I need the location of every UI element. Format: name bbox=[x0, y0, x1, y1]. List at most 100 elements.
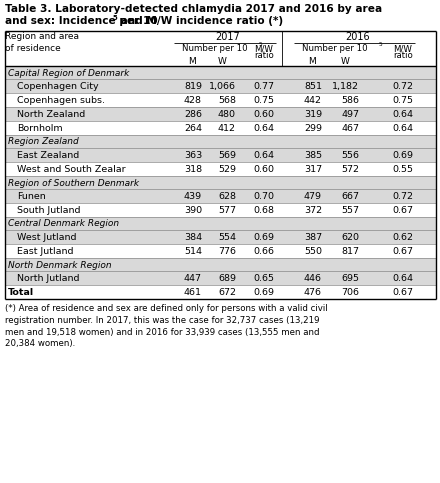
Text: 577: 577 bbox=[218, 206, 236, 215]
Text: 0.60: 0.60 bbox=[253, 165, 274, 174]
Text: Region and area: Region and area bbox=[5, 32, 79, 41]
Text: 0.72: 0.72 bbox=[392, 192, 413, 201]
Text: 264: 264 bbox=[184, 124, 202, 133]
Text: North Denmark Region: North Denmark Region bbox=[8, 260, 112, 270]
Text: 385: 385 bbox=[304, 151, 322, 160]
Text: 0.75: 0.75 bbox=[392, 96, 413, 105]
Text: Copenhagen City: Copenhagen City bbox=[17, 82, 99, 91]
Text: ratio: ratio bbox=[254, 51, 274, 60]
Text: 2017: 2017 bbox=[216, 32, 240, 42]
Text: 0.69: 0.69 bbox=[392, 151, 413, 160]
Text: 439: 439 bbox=[184, 192, 202, 201]
Text: 317: 317 bbox=[304, 165, 322, 174]
Text: 2016: 2016 bbox=[345, 32, 370, 42]
Bar bbox=[5, 79, 436, 93]
Text: West Jutland: West Jutland bbox=[17, 233, 77, 242]
Text: North Jutland: North Jutland bbox=[17, 274, 80, 283]
Text: 0.67: 0.67 bbox=[392, 206, 413, 215]
Text: 0.67: 0.67 bbox=[392, 247, 413, 256]
Text: East Zealand: East Zealand bbox=[17, 151, 79, 160]
Bar bbox=[5, 162, 436, 176]
Text: Number per 10: Number per 10 bbox=[182, 44, 248, 53]
Text: 620: 620 bbox=[341, 233, 359, 242]
Bar bbox=[5, 217, 436, 230]
Text: West and South Zealar: West and South Zealar bbox=[17, 165, 126, 174]
Text: Copenhagen subs.: Copenhagen subs. bbox=[17, 96, 105, 105]
Text: 556: 556 bbox=[341, 151, 359, 160]
Text: 0.67: 0.67 bbox=[392, 288, 413, 297]
Text: 672: 672 bbox=[218, 288, 236, 297]
Bar bbox=[5, 121, 436, 135]
Bar bbox=[5, 244, 436, 258]
Text: 428: 428 bbox=[184, 96, 202, 105]
Text: 0.64: 0.64 bbox=[253, 124, 274, 133]
Bar bbox=[5, 203, 436, 217]
Text: 557: 557 bbox=[341, 206, 359, 215]
Text: Total: Total bbox=[8, 288, 34, 297]
Text: Bornholm: Bornholm bbox=[17, 124, 62, 133]
Text: 0.69: 0.69 bbox=[253, 233, 274, 242]
Text: 387: 387 bbox=[304, 233, 322, 242]
Text: 318: 318 bbox=[184, 165, 202, 174]
Text: 0.64: 0.64 bbox=[253, 151, 274, 160]
Bar bbox=[5, 285, 436, 299]
Text: Region of Southern Denmark: Region of Southern Denmark bbox=[8, 179, 139, 187]
Text: 319: 319 bbox=[304, 110, 322, 119]
Text: W: W bbox=[341, 57, 349, 66]
Text: W: W bbox=[217, 57, 227, 66]
Bar bbox=[5, 230, 436, 244]
Text: North Zealand: North Zealand bbox=[17, 110, 85, 119]
Text: 572: 572 bbox=[341, 165, 359, 174]
Text: 776: 776 bbox=[218, 247, 236, 256]
Text: M/W: M/W bbox=[255, 44, 273, 53]
Text: 0.65: 0.65 bbox=[253, 274, 274, 283]
Text: 0.77: 0.77 bbox=[253, 82, 274, 91]
Text: 5: 5 bbox=[259, 43, 263, 47]
Text: South Jutland: South Jutland bbox=[17, 206, 81, 215]
Text: Table 3. Laboratory-detected chlamydia 2017 and 2016 by area: Table 3. Laboratory-detected chlamydia 2… bbox=[5, 4, 382, 14]
Text: Number per 10: Number per 10 bbox=[302, 44, 368, 53]
Text: 476: 476 bbox=[304, 288, 322, 297]
Text: and sex: Incidence per 10: and sex: Incidence per 10 bbox=[5, 16, 158, 26]
Text: 569: 569 bbox=[218, 151, 236, 160]
Text: 390: 390 bbox=[184, 206, 202, 215]
Text: 480: 480 bbox=[218, 110, 236, 119]
Text: of residence: of residence bbox=[5, 44, 61, 53]
Bar bbox=[5, 258, 436, 271]
Text: 550: 550 bbox=[304, 247, 322, 256]
Text: 1,066: 1,066 bbox=[209, 82, 236, 91]
Text: M/W: M/W bbox=[393, 44, 412, 53]
Text: Region Zealand: Region Zealand bbox=[8, 138, 79, 146]
Text: 0.75: 0.75 bbox=[253, 96, 274, 105]
Text: 5: 5 bbox=[113, 15, 118, 21]
Text: 706: 706 bbox=[341, 288, 359, 297]
Bar bbox=[5, 176, 436, 189]
Text: 446: 446 bbox=[304, 274, 322, 283]
Text: 497: 497 bbox=[341, 110, 359, 119]
Text: and M/W incidence ratio (*): and M/W incidence ratio (*) bbox=[117, 16, 283, 26]
Bar bbox=[5, 93, 436, 107]
Text: 667: 667 bbox=[341, 192, 359, 201]
Text: 0.64: 0.64 bbox=[392, 110, 413, 119]
Text: 0.60: 0.60 bbox=[253, 110, 274, 119]
Text: 0.66: 0.66 bbox=[253, 247, 274, 256]
Text: 819: 819 bbox=[184, 82, 202, 91]
Text: 0.64: 0.64 bbox=[392, 124, 413, 133]
Text: 461: 461 bbox=[184, 288, 202, 297]
Text: Funen: Funen bbox=[17, 192, 46, 201]
Text: 363: 363 bbox=[184, 151, 202, 160]
Bar bbox=[5, 271, 436, 285]
Text: 554: 554 bbox=[218, 233, 236, 242]
Text: 384: 384 bbox=[184, 233, 202, 242]
Text: 442: 442 bbox=[304, 96, 322, 105]
Text: 817: 817 bbox=[341, 247, 359, 256]
Text: Central Denmark Region: Central Denmark Region bbox=[8, 219, 119, 228]
Text: 479: 479 bbox=[304, 192, 322, 201]
Bar bbox=[5, 135, 436, 148]
Text: 695: 695 bbox=[341, 274, 359, 283]
Text: 412: 412 bbox=[218, 124, 236, 133]
Text: 372: 372 bbox=[304, 206, 322, 215]
Text: 0.64: 0.64 bbox=[392, 274, 413, 283]
Text: (*) Area of residence and sex are defined only for persons with a valid civil
re: (*) Area of residence and sex are define… bbox=[5, 304, 328, 348]
Text: 1,182: 1,182 bbox=[332, 82, 359, 91]
